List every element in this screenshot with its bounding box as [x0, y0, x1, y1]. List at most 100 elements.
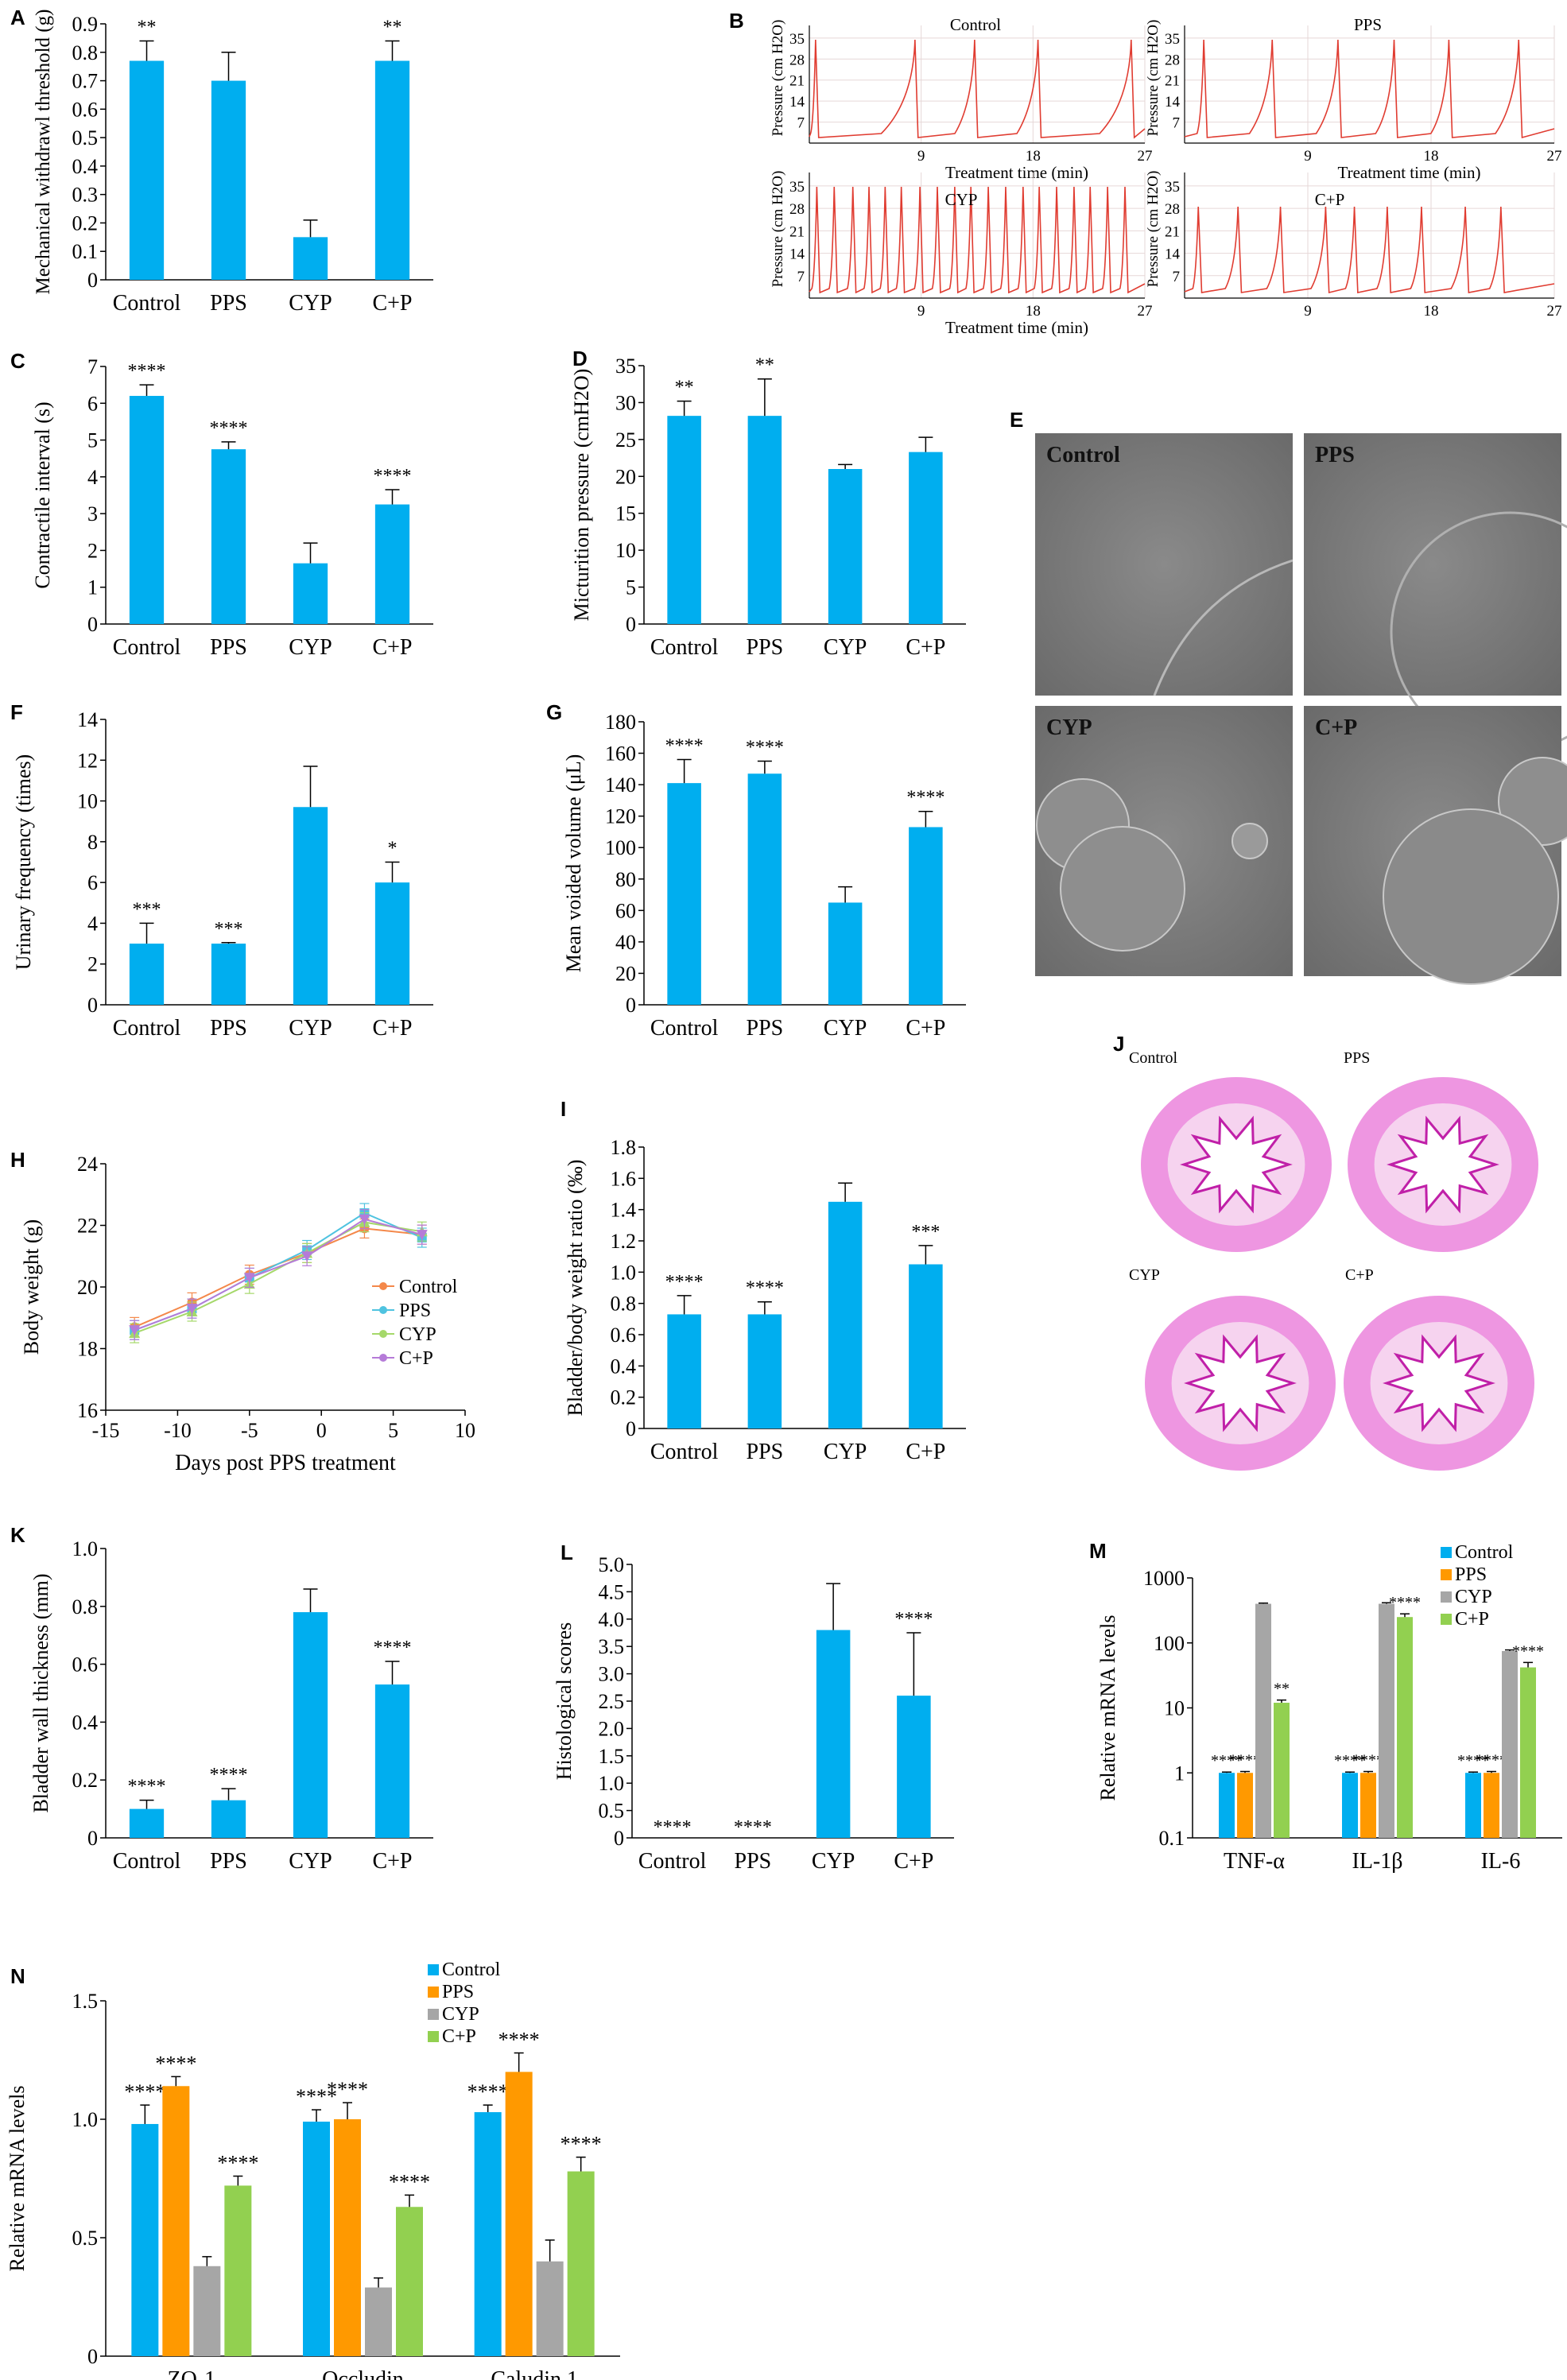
significance-mark: **** [389, 2170, 430, 2193]
x-tick-label: 18 [1026, 303, 1041, 320]
bar [828, 469, 863, 624]
y-tick-label: 2 [87, 539, 98, 562]
panel-label-D: D [572, 347, 588, 370]
y-axis-label: Micturition pressure (cmH2O) [570, 369, 593, 622]
bar [1237, 1773, 1253, 1838]
bar [374, 60, 410, 280]
y-tick-label: 0 [626, 994, 636, 1017]
x-tick-label: Control [113, 1849, 181, 1874]
series-cpp: C+P [129, 1209, 433, 1369]
significance-mark: ** [755, 355, 774, 376]
trace-cyp: 7 14 21 28 35 9 18 27 CYP Treatment time (min) Pre… [770, 171, 1153, 337]
x-tick-label: C+P [894, 1849, 933, 1874]
legend-entry: Control [1455, 1542, 1514, 1563]
significance-mark: **** [560, 2133, 602, 2156]
lumen [1387, 1115, 1499, 1214]
micrograph-pps: PPS [1304, 433, 1567, 753]
panel-label-I: I [560, 1097, 566, 1121]
y-tick-label: 0.2 [72, 1769, 99, 1792]
series-line [134, 1227, 422, 1328]
panel-label-G: G [546, 700, 562, 724]
data-point [359, 1214, 370, 1225]
bar [667, 783, 701, 1005]
legend-entry: C+P [399, 1348, 433, 1369]
x-tick-label: Occludin [322, 2367, 404, 2380]
bar [747, 416, 782, 624]
y-axis-label: Body weight (g) [20, 1219, 43, 1355]
y-tick-label: 0.5 [599, 1800, 625, 1823]
y-tick-label: 0 [614, 1827, 624, 1850]
y-tick-label: 1.5 [599, 1745, 625, 1768]
y-tick-label: 14 [1165, 94, 1181, 110]
y-tick-label: 6 [87, 871, 98, 894]
bar [303, 2121, 330, 2356]
y-tick-label: 2.5 [599, 1690, 625, 1713]
y-axis-label: Contractile interval (s) [31, 401, 54, 588]
x-tick-label: CYP [824, 1440, 867, 1464]
y-axis-label: Histological scores [553, 1622, 576, 1781]
x-tick-label: PPS [747, 1016, 784, 1041]
x-tick-label: Control [638, 1849, 707, 1874]
x-tick-label: CYP [289, 635, 332, 660]
y-tick-label: 35 [1165, 31, 1180, 48]
y-tick-label: 5 [87, 429, 98, 452]
series-pps: PPS [130, 1203, 431, 1340]
y-tick-label: 180 [605, 711, 636, 734]
bar [129, 944, 165, 1005]
legend-entry: PPS [399, 1300, 431, 1321]
pressure-trace [1184, 206, 1555, 294]
significance-mark: **** [1457, 1752, 1489, 1769]
y-tick-label: 0 [87, 2345, 98, 2368]
significance-mark: **** [1512, 1642, 1544, 1660]
y-tick-label: 1.5 [72, 1990, 99, 2013]
legend-marker [379, 1330, 387, 1338]
x-tick-label: -10 [164, 1419, 192, 1442]
bar [374, 882, 410, 1005]
bar [162, 2086, 190, 2356]
subplot-title: Control [950, 15, 1001, 34]
tissue-section-control: Control [1129, 1049, 1332, 1252]
y-tick-label: 0.3 [72, 184, 99, 207]
x-axis-label: Treatment time (min) [945, 163, 1088, 182]
significance-mark: **** [210, 1765, 248, 1785]
y-tick-label: 0.1 [72, 240, 99, 263]
x-tick-label: 27 [1138, 148, 1153, 165]
panel-label-J: J [1113, 1032, 1124, 1056]
significance-mark: **** [1334, 1752, 1366, 1769]
legend-entry: CYP [399, 1324, 436, 1345]
x-tick-label: PPS [210, 291, 247, 316]
panel-F: 0 2 4 6 8 10 12 14 *** Control *** PPS CYP * C+P Urinar… [12, 708, 433, 1041]
cell [1060, 826, 1185, 952]
bar [293, 807, 328, 1005]
x-tick-label: C+P [906, 1016, 945, 1041]
panel-J: Control PPS CYP C+P [1129, 1049, 1538, 1471]
trace-cpp: 7 14 21 28 35 9 18 27 C+P Pressure (cm H2O) [1145, 171, 1562, 320]
significance-mark: **** [128, 1777, 166, 1797]
y-tick-label: 4.0 [599, 1608, 625, 1631]
y-axis-label: Relative mRNA levels [1096, 1615, 1119, 1801]
bar [1484, 1773, 1499, 1838]
tissue-section-cpp: C+P [1344, 1266, 1534, 1471]
y-tick-label: 0.6 [72, 98, 99, 121]
y-axis-label: Urinary frequency (times) [12, 754, 35, 970]
x-tick-label: CYP [812, 1849, 855, 1874]
panel-label-E: E [1010, 408, 1023, 432]
legend-swatch [428, 1987, 439, 1998]
y-tick-label: 8 [87, 831, 98, 854]
significance-mark: **** [665, 735, 704, 756]
bar [1397, 1617, 1413, 1838]
y-tick-label: 80 [615, 868, 636, 891]
y-tick-label: 7 [1173, 115, 1181, 132]
x-tick-label: Caludin 1 [491, 2367, 578, 2380]
significance-mark: **** [906, 788, 944, 808]
y-tick-label: 1.2 [611, 1230, 637, 1253]
data-point [243, 1273, 255, 1284]
x-tick-label: C+P [372, 635, 412, 660]
subplot-title: CYP [945, 190, 978, 209]
y-tick-label: 1000 [1143, 1567, 1185, 1590]
y-tick-label: 3.5 [599, 1635, 625, 1658]
y-tick-label: 0 [87, 269, 98, 292]
x-tick-label: 10 [455, 1419, 475, 1442]
y-tick-label: 0.8 [72, 1595, 99, 1618]
significance-mark: **** [665, 1272, 704, 1293]
